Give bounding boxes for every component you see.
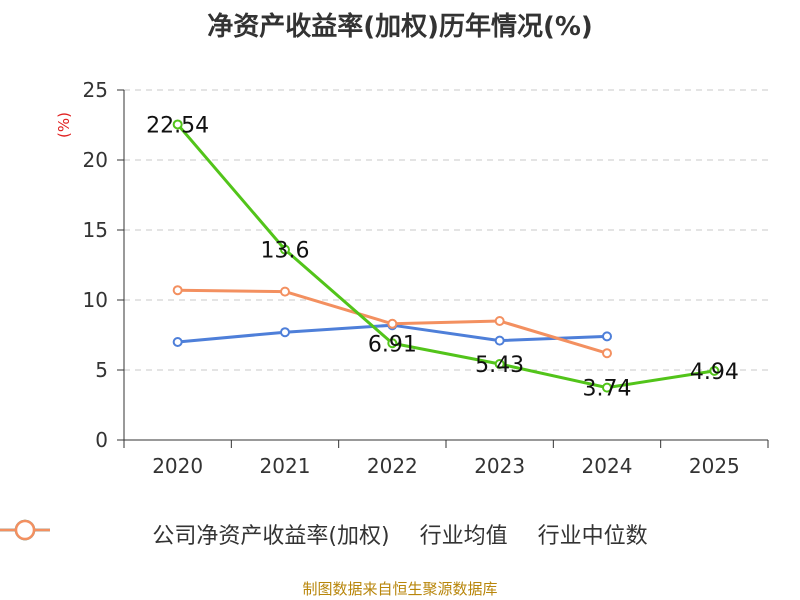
series-1-point-2024 [602,331,612,342]
data-label-2025: 4.94 [690,360,739,385]
series-2-point-2021 [280,286,290,297]
series-0-point-2020 [172,119,183,130]
series-0-point-2021 [280,244,290,255]
series-0-point-2024 [602,382,612,393]
y-tick-label-15: 15 [83,218,108,242]
data-label-2022: 6.91 [368,332,417,357]
y-axis-label: (%) [55,112,73,138]
y-tick-label-10: 10 [83,288,108,312]
legend-item-2[interactable]: 行业中位数 [0,518,648,550]
y-tick-label-0: 0 [95,428,108,452]
data-label-2021: 13.6 [261,239,310,264]
source-note: 制图数据来自恒生聚源数据库 [302,580,498,598]
data-label-2020: 22.54 [146,113,209,138]
legend-item-1[interactable]: 行业均值 [0,518,508,550]
data-label-2024: 3.74 [583,377,632,402]
series-1-point-2021 [280,327,290,338]
legend: 公司净资产收益率(加权) 行业均值 行业中位数 [0,518,800,550]
series-0-point-2022 [387,338,398,349]
series-2-point-2020 [172,285,183,296]
x-tick-label-2024: 2024 [582,454,633,478]
legend-line-circle-icon [0,519,50,541]
legend-item-0[interactable]: 公司净资产收益率(加权) [0,518,390,550]
legend-icon-circle [14,519,36,541]
x-tick-label-2025: 2025 [689,454,740,478]
series-0-point-2023 [494,358,505,369]
series-1-point-2023 [494,335,505,346]
data-label-2023: 5.43 [475,353,524,378]
chart-title: 净资产收益率(加权)历年情况(%) [207,12,593,42]
y-tick-label-25: 25 [83,78,108,102]
series-1-point-2020 [172,337,183,347]
series-2-point-2023 [494,316,505,326]
x-tick-label-2022: 2022 [367,454,418,478]
x-tick-label-2023: 2023 [474,454,525,478]
legend-label: 行业均值 [419,524,508,549]
y-tick-label-5: 5 [95,358,108,382]
series-2-point-2022 [387,318,398,329]
legend-label: 公司净资产收益率(加权) [152,524,390,549]
series-0-point-2025 [709,365,720,376]
x-tick-label-2020: 2020 [152,454,203,478]
series-2-point-2024 [602,348,612,359]
y-tick-label-20: 20 [83,148,108,172]
x-tick-label-2021: 2021 [260,454,311,478]
legend-label: 行业中位数 [537,524,648,549]
series-line-0 [176,123,715,390]
